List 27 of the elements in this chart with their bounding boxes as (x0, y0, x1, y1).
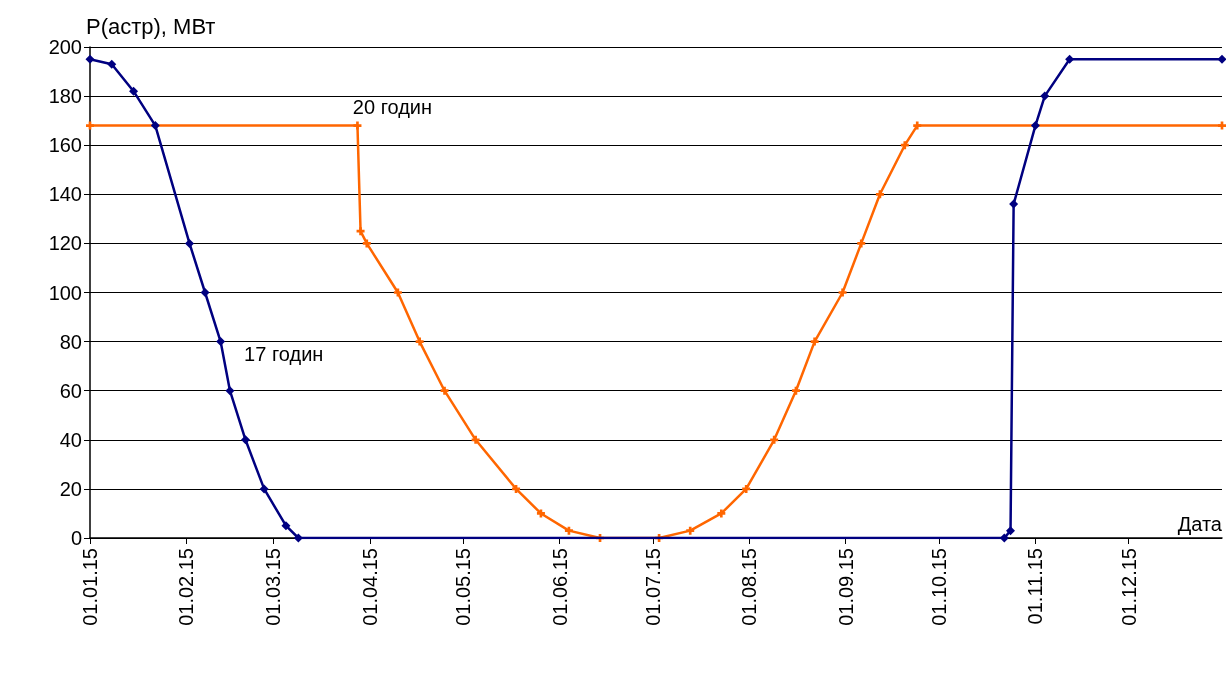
y-tick-label: 0 (70, 527, 82, 549)
series-label: 17 годин (244, 342, 324, 365)
x-tick-label: 01.06.15 (548, 548, 571, 626)
x-tick-label: 01.03.15 (262, 548, 285, 626)
x-tick-label: 01.02.15 (175, 548, 198, 626)
x-tick-label: 01.12.15 (1117, 548, 1140, 626)
x-tick-label: 01.04.15 (358, 548, 381, 626)
x-tick-label: 01.05.15 (452, 548, 475, 626)
x-tick-label: 01.01.15 (79, 548, 101, 626)
y-tick-label: 60 (59, 379, 82, 402)
y-tick-label: 120 (48, 232, 82, 255)
y-tick-label: 100 (48, 281, 82, 304)
y-tick-label: 20 (59, 477, 82, 500)
y-tick-label: 180 (48, 85, 82, 108)
y-tick-label: 160 (48, 134, 82, 157)
x-tick-label: 01.10.15 (928, 548, 950, 626)
y-tick-label: 140 (48, 183, 82, 206)
x-tick-label: 01.07.15 (641, 548, 664, 626)
x-axis-title: Дата (1177, 513, 1223, 535)
y-tick-label: 80 (59, 330, 82, 353)
y-axis-title: P(астр), МВт (86, 13, 216, 39)
x-tick-label: 01.09.15 (834, 548, 857, 626)
series-label: 20 годин (352, 95, 433, 118)
y-tick-label: 200 (48, 36, 82, 58)
y-tick-label: 40 (59, 428, 82, 451)
x-tick-label: 01.11.15 (1024, 548, 1047, 625)
x-tick-label: 01.08.15 (738, 548, 761, 626)
